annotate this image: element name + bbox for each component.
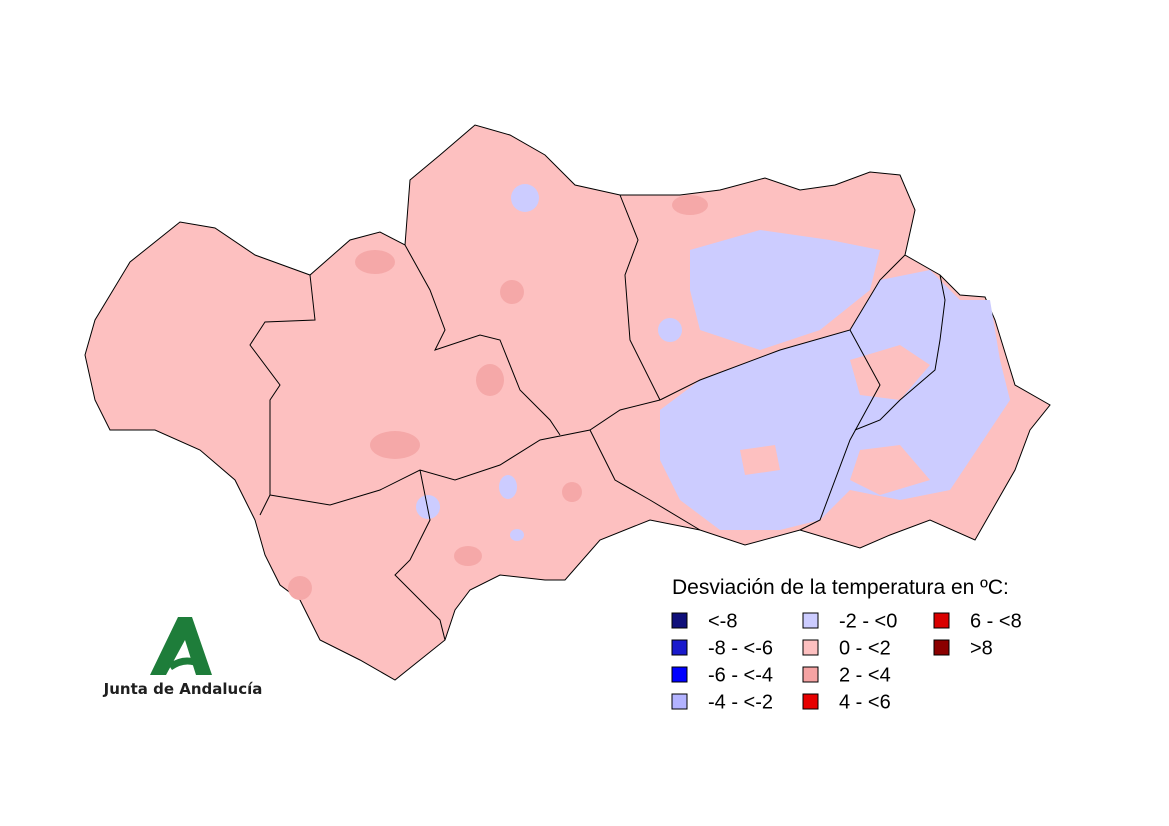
- legend-swatch: [671, 612, 688, 629]
- logo-text: Junta de Andalucía: [103, 680, 263, 698]
- map: [84, 124, 1051, 681]
- legend-swatch: [671, 693, 688, 710]
- legend-swatch: [671, 666, 688, 683]
- legend-label: 6 - <8: [970, 610, 1022, 632]
- legend-label: 4 - <6: [839, 691, 891, 713]
- warm-area: [850, 345, 930, 400]
- warm-area: [850, 445, 930, 495]
- legend-label: -4 - <-2: [708, 691, 773, 713]
- province-borders: [249, 194, 946, 641]
- legend-title: Desviación de la temperatura en ºC:: [672, 576, 1009, 599]
- legend-swatch: [802, 693, 819, 710]
- legend-swatch: [802, 666, 819, 683]
- legend-label: >8: [970, 637, 993, 659]
- legend-swatch: [802, 612, 819, 629]
- legend: Desviación de la temperatura en ºC: <-8 -…: [671, 576, 1022, 713]
- hot-spots: [288, 195, 708, 600]
- legend-label: -8 - <-6: [708, 637, 773, 659]
- logo: Junta de Andalucía: [103, 617, 263, 698]
- legend-swatch: [802, 639, 819, 656]
- warm-area: [740, 445, 780, 475]
- cool-spots: [416, 184, 682, 541]
- legend-label: 0 - <2: [839, 637, 891, 659]
- cool-area: [690, 230, 880, 350]
- legend-label: 2 - <4: [839, 664, 891, 686]
- legend-label: -2 - <0: [839, 610, 897, 632]
- legend-swatch: [933, 639, 950, 656]
- legend-swatch: [933, 612, 950, 629]
- legend-label: <-8: [708, 610, 737, 632]
- legend-label: -6 - <-4: [708, 664, 773, 686]
- logo-mark: [168, 657, 202, 670]
- legend-swatch: [671, 639, 688, 656]
